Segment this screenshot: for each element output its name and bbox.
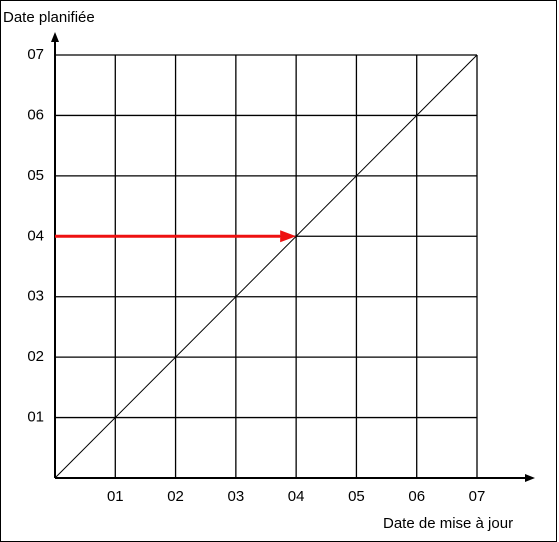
y-tick-label: 07 [27, 46, 44, 63]
x-tick-label: 07 [469, 488, 486, 505]
x-tick-label: 04 [288, 488, 305, 505]
x-tick-label: 05 [348, 488, 365, 505]
y-tick-label: 01 [27, 409, 44, 426]
x-tick-label: 02 [167, 488, 184, 505]
y-tick-label: 04 [27, 227, 44, 244]
y-tick-label: 05 [27, 167, 44, 184]
x-tick-label: 01 [107, 488, 124, 505]
y-tick-label: 06 [27, 106, 44, 123]
x-axis-title: Date de mise à jour [383, 515, 513, 532]
y-tick-label: 02 [27, 348, 44, 365]
y-tick-label: 03 [27, 288, 44, 305]
x-axis-arrow [525, 474, 535, 482]
diagonal-line [54, 54, 478, 479]
x-tick-label: 03 [228, 488, 245, 505]
y-axis-arrow [51, 32, 59, 42]
x-tick-label: 06 [408, 488, 425, 505]
y-axis-title: Date planifiée [3, 9, 95, 26]
arrow-head [280, 230, 297, 243]
